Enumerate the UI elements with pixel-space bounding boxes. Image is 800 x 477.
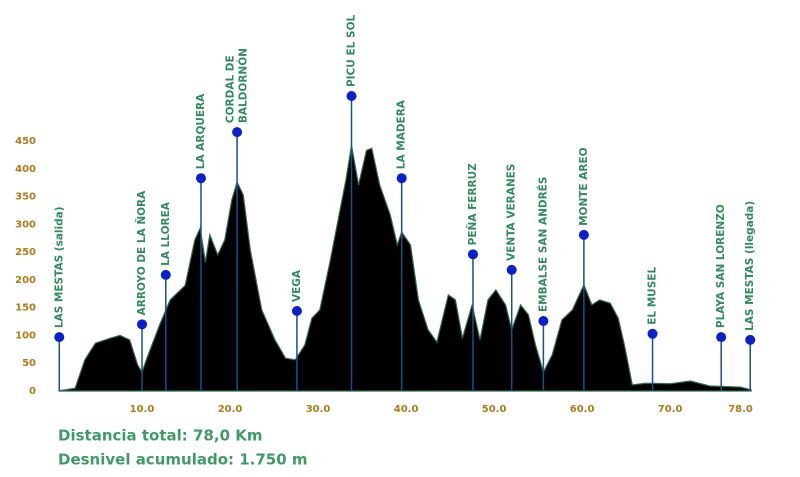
waypoint-marker bbox=[506, 264, 517, 275]
waypoint-label: LA ARQUERA bbox=[195, 93, 207, 169]
waypoint-marker bbox=[137, 319, 148, 330]
y-tick-label: 450 bbox=[15, 136, 36, 147]
y-tick-label: 100 bbox=[15, 330, 36, 341]
y-tick-label: 300 bbox=[15, 219, 36, 230]
waypoint-label: LAS MESTAS (salida) bbox=[53, 206, 65, 328]
waypoint-marker bbox=[54, 332, 65, 343]
y-tick-label: 0 bbox=[29, 386, 36, 397]
y-tick-label: 200 bbox=[15, 275, 36, 286]
waypoint-marker bbox=[346, 91, 357, 101]
waypoint-marker bbox=[538, 316, 549, 326]
x-tick-label: 70.0 bbox=[658, 404, 683, 415]
y-tick-label: 350 bbox=[15, 192, 36, 203]
x-tick-label: 20.0 bbox=[218, 404, 243, 415]
total-ascent: Desnivel acumulado: 1.750 m bbox=[58, 451, 308, 469]
waypoint-marker bbox=[160, 269, 171, 280]
waypoint-marker bbox=[232, 127, 243, 138]
x-tick-label: 40.0 bbox=[394, 404, 419, 415]
waypoint-marker bbox=[396, 173, 407, 184]
waypoint-label: EL MUSEL bbox=[647, 267, 659, 325]
waypoint-label: ARROYO DE LA ÑORA bbox=[135, 190, 148, 315]
waypoint-label: EMBALSE SAN ANDRÉS bbox=[536, 177, 549, 312]
x-tick-label: 10.0 bbox=[130, 404, 155, 415]
waypoint-label: LA MADERA bbox=[396, 99, 408, 169]
waypoint-marker bbox=[467, 249, 478, 260]
waypoint-label: PICU EL SOL bbox=[346, 15, 358, 87]
total-distance: Distancia total: 78,0 Km bbox=[58, 427, 263, 445]
waypoint-marker bbox=[291, 306, 302, 316]
x-tick-label: 60.0 bbox=[570, 404, 595, 415]
x-tick-label: 50.0 bbox=[482, 404, 507, 415]
elevation-area bbox=[58, 145, 752, 392]
waypoint-marker bbox=[745, 334, 756, 345]
y-tick-label: 250 bbox=[15, 247, 36, 258]
waypoint-label: BALDORNÓN bbox=[237, 48, 250, 123]
waypoint-label: LA LLOREA bbox=[160, 201, 172, 266]
waypoint-label: LAS MESTAS (llegada) bbox=[744, 201, 756, 331]
y-tick-label: 150 bbox=[15, 303, 36, 314]
x-tick-label: 30.0 bbox=[306, 404, 331, 415]
waypoint-marker bbox=[647, 328, 658, 339]
y-tick-label: 50 bbox=[22, 358, 36, 369]
waypoint-label: VEGA bbox=[291, 269, 303, 302]
y-tick-label: 400 bbox=[15, 164, 36, 175]
waypoint-label: VENTA VERANES bbox=[506, 164, 518, 261]
waypoint-label: PEÑA FERRUZ bbox=[466, 163, 479, 245]
waypoint-marker bbox=[195, 173, 206, 184]
waypoint-marker bbox=[716, 332, 727, 343]
waypoint-label: CORDAL DE bbox=[225, 55, 237, 123]
waypoint-marker bbox=[578, 229, 589, 240]
waypoint-label: PLAYA SAN LORENZO bbox=[715, 204, 727, 328]
x-tick-label: 78.0 bbox=[728, 404, 753, 415]
waypoint-label: MONTE AREO bbox=[578, 147, 590, 226]
